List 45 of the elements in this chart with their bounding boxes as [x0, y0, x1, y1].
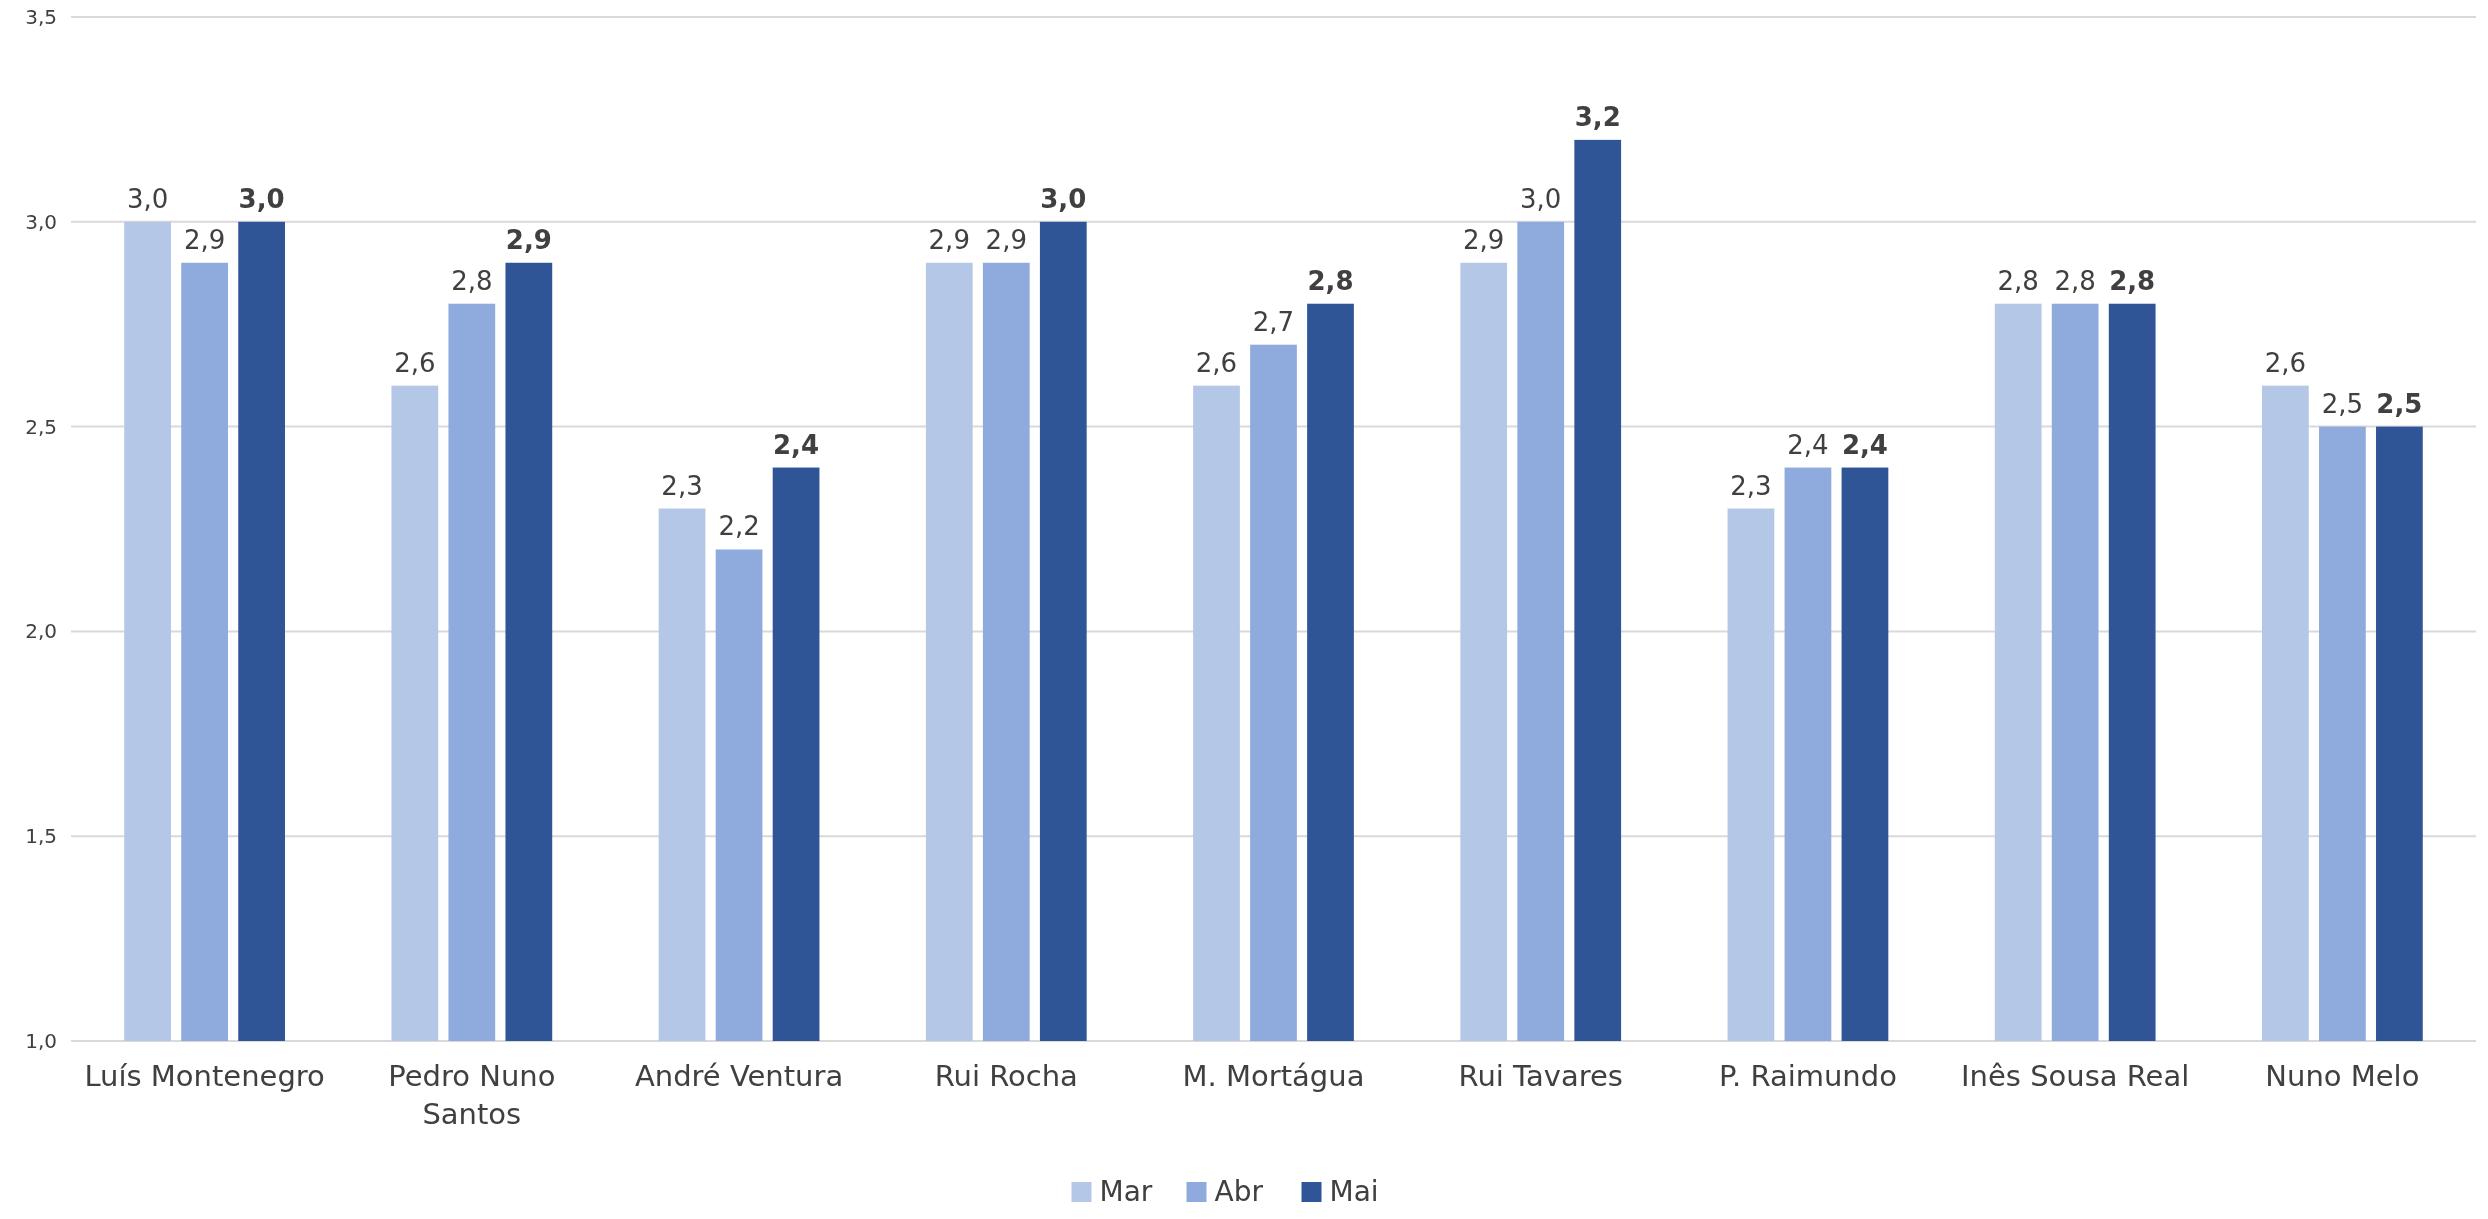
- data-label: 2,6: [394, 347, 436, 378]
- data-label: 3,0: [1520, 183, 1562, 214]
- data-label: 2,5: [2321, 388, 2364, 419]
- data-label: 2,3: [1730, 470, 1772, 501]
- data-label: 3,0: [126, 183, 169, 214]
- x-tick-label: André Ventura: [634, 1059, 844, 1093]
- x-tick-label: M. Mortágua: [1182, 1059, 1365, 1093]
- data-label: 3,0: [1040, 183, 1087, 214]
- y-tick-label: 2,0: [25, 619, 57, 644]
- data-label: 2,4: [1841, 429, 1888, 460]
- x-tick-label: Nuno Melo: [2265, 1059, 2420, 1093]
- data-label: 2,4: [773, 429, 820, 460]
- data-label: 2,3: [661, 470, 703, 501]
- x-tick-label: Pedro Nuno Santos: [388, 1059, 556, 1131]
- data-label: 2,9: [928, 224, 970, 255]
- data-label: 2,9: [1463, 224, 1505, 255]
- data-label: 2,9: [183, 224, 226, 255]
- data-label: 2,2: [718, 511, 760, 542]
- data-label: 2,4: [1787, 429, 1829, 460]
- legend-label: Mar: [1099, 1175, 1153, 1208]
- data-label: 2,9: [985, 224, 1027, 255]
- legend-label: Abr: [1214, 1175, 1264, 1208]
- legend-label: Mai: [1329, 1175, 1379, 1208]
- data-label: 2,8: [1997, 265, 2039, 296]
- y-tick-label: 1,5: [25, 824, 57, 849]
- data-label: 2,8: [2054, 265, 2096, 296]
- x-tick-label: Rui Tavares: [1458, 1059, 1623, 1093]
- data-label: 2,7: [1252, 306, 1295, 337]
- data-label: 3,2: [1574, 101, 1621, 132]
- data-label: 2,9: [505, 224, 552, 255]
- x-tick-label: Luís Montenegro: [84, 1059, 325, 1093]
- x-tick-label: Rui Rocha: [934, 1059, 1078, 1093]
- data-label: 2,6: [1195, 347, 1238, 378]
- data-label: 2,6: [2264, 347, 2307, 378]
- data-label: 2,8: [2109, 265, 2156, 296]
- x-tick-label: P. Raimundo: [1718, 1059, 1897, 1093]
- data-label: 3,0: [238, 183, 285, 214]
- y-tick-label: 3,0: [25, 209, 57, 234]
- y-tick-label: 3,5: [25, 4, 57, 29]
- y-tick-label: 1,0: [25, 1028, 57, 1053]
- data-label: 2,8: [451, 265, 493, 296]
- data-label: 2,8: [1307, 265, 1354, 296]
- data-label: 2,5: [2376, 388, 2423, 419]
- y-tick-label: 2,5: [25, 414, 57, 439]
- x-tick-label: Inês Sousa Real: [1961, 1059, 2190, 1093]
